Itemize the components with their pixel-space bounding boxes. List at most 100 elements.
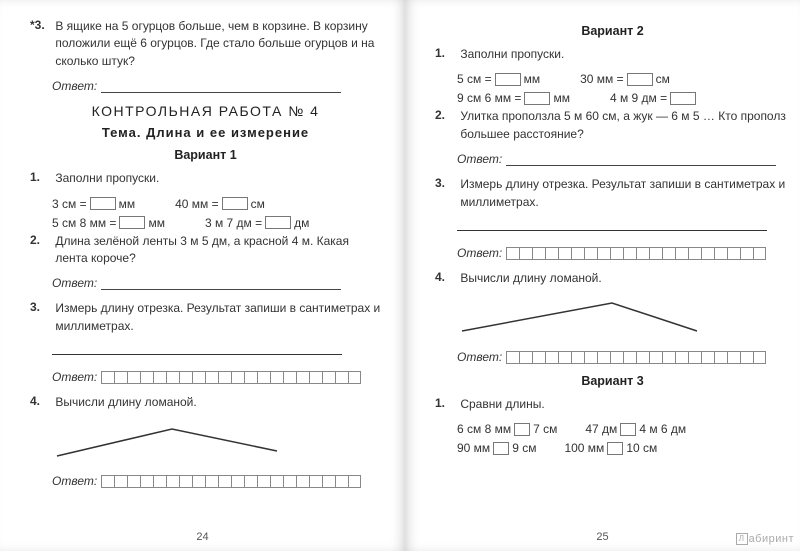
answer-box[interactable]	[222, 197, 248, 210]
grid-ruler[interactable]	[101, 475, 361, 488]
line-segment	[457, 230, 767, 231]
task-2: 2. Длина зелёной ленты 3 м 5 дм, а красн…	[30, 233, 381, 268]
task-text: Вычисли длину ломаной.	[55, 394, 380, 411]
broken-line-diagram	[52, 421, 381, 468]
grid-ruler[interactable]	[101, 371, 361, 384]
task-1: 1. Заполни пропуски.	[30, 170, 381, 187]
broken-line-diagram	[457, 297, 790, 344]
fill-cell: 40 мм =см	[175, 197, 265, 211]
answer-row: Ответ:	[52, 79, 381, 93]
page-right: Вариант 2 1. Заполни пропуски. 5 см =мм …	[405, 0, 800, 551]
compare-cell: 6 см 8 мм7 см	[457, 422, 557, 436]
task-number: 4.	[30, 394, 52, 408]
task-number: *3.	[30, 18, 52, 32]
answer-blank-line[interactable]	[101, 83, 341, 93]
answer-label: Ответ:	[457, 350, 502, 364]
page-number: 24	[196, 531, 208, 543]
grid-ruler[interactable]	[506, 351, 766, 364]
variant-heading: Вариант 1	[30, 148, 381, 162]
fill-cell: 3 м 7 дм =дм	[205, 216, 309, 230]
fill-cell: 4 м 9 дм =	[610, 91, 699, 105]
variant-heading: Вариант 2	[435, 24, 790, 38]
answer-box[interactable]	[265, 216, 291, 229]
task-number: 4.	[435, 270, 457, 284]
answer-box[interactable]	[90, 197, 116, 210]
compare-cell: 47 дм4 м 6 дм	[585, 422, 686, 436]
compare-cell: 90 мм9 см	[457, 441, 536, 455]
answer-row: Ответ:	[457, 246, 790, 260]
task-2: 2. Улитка проползла 5 м 60 см, а жук — 6…	[435, 108, 790, 143]
task-3: 3. Измерь длину отрезка. Результат запиш…	[435, 176, 790, 211]
answer-box[interactable]	[627, 73, 653, 86]
answer-label: Ответ:	[52, 370, 97, 384]
grid-ruler[interactable]	[506, 247, 766, 260]
task-1: 1. Заполни пропуски.	[435, 46, 790, 63]
task-text: Заполни пропуски.	[460, 46, 789, 63]
task-4: 4. Вычисли длину ломаной.	[435, 270, 790, 287]
answer-label: Ответ:	[52, 276, 97, 290]
task-number: 2.	[30, 233, 52, 247]
answer-row: Ответ:	[457, 350, 790, 364]
task-3: 3. Измерь длину отрезка. Результат запиш…	[30, 300, 381, 335]
task-number: 1.	[30, 170, 52, 184]
answer-row: Ответ:	[52, 276, 381, 290]
answer-row: Ответ:	[52, 370, 381, 384]
task-number: 1.	[435, 396, 457, 410]
page-left: *3. В ящике на 5 огурцов больше, чем в к…	[0, 0, 405, 551]
broken-line-svg	[457, 297, 717, 339]
answer-blank-line[interactable]	[506, 156, 776, 166]
task-text: Вычисли длину ломаной.	[460, 270, 789, 287]
compare-cell: 100 мм10 см	[564, 441, 657, 455]
compare-box[interactable]	[514, 423, 530, 436]
broken-line-svg	[52, 421, 302, 463]
compare-row: 90 мм9 см 100 мм10 см	[457, 441, 790, 455]
fill-blanks-row: 5 см =мм 30 мм =см	[457, 72, 790, 86]
segment-diagram	[52, 344, 381, 364]
fill-blanks-row: 3 см =мм 40 мм =см	[52, 197, 381, 211]
watermark-icon: Л	[736, 533, 748, 545]
fill-blanks-row: 5 см 8 мм =мм 3 м 7 дм =дм	[52, 216, 381, 230]
answer-box[interactable]	[495, 73, 521, 86]
answer-label: Ответ:	[52, 79, 97, 93]
variant-heading: Вариант 3	[435, 374, 790, 388]
fill-cell: 9 см 6 мм =мм	[457, 91, 570, 105]
task-text: Измерь длину отрезка. Результат запиши в…	[55, 300, 380, 335]
answer-box[interactable]	[524, 92, 550, 105]
fill-cell: 5 см 8 мм =мм	[52, 216, 165, 230]
answer-row: Ответ:	[52, 474, 381, 488]
watermark: Лабиринт	[736, 533, 794, 545]
task-text: Длина зелёной ленты 3 м 5 дм, а красной …	[55, 233, 380, 268]
fill-cell: 5 см =мм	[457, 72, 540, 86]
task-text: Сравни длины.	[460, 396, 789, 413]
compare-box[interactable]	[620, 423, 636, 436]
task-text: В ящике на 5 огурцов больше, чем в корзи…	[55, 18, 380, 70]
segment-diagram	[457, 220, 790, 240]
task-number: 2.	[435, 108, 457, 122]
fill-cell: 30 мм =см	[580, 72, 670, 86]
task-text: Измерь длину отрезка. Результат запиши в…	[460, 176, 789, 211]
line-segment	[52, 354, 342, 355]
answer-label: Ответ:	[457, 246, 502, 260]
answer-box[interactable]	[119, 216, 145, 229]
task-number: 1.	[435, 46, 457, 60]
answer-label: Ответ:	[457, 152, 502, 166]
answer-label: Ответ:	[52, 474, 97, 488]
task-4: 4. Вычисли длину ломаной.	[30, 394, 381, 411]
v3-task-1: 1. Сравни длины.	[435, 396, 790, 413]
answer-row: Ответ:	[457, 152, 790, 166]
fill-cell: 3 см =мм	[52, 197, 135, 211]
compare-row: 6 см 8 мм7 см 47 дм4 м 6 дм	[457, 422, 790, 436]
answer-blank-line[interactable]	[101, 280, 341, 290]
compare-box[interactable]	[493, 442, 509, 455]
task-number: 3.	[30, 300, 52, 314]
task-text: Улитка проползла 5 м 60 см, а жук — 6 м …	[460, 108, 789, 143]
book-spread: *3. В ящике на 5 огурцов больше, чем в к…	[0, 0, 800, 551]
task-number: 3.	[435, 176, 457, 190]
task-text: Заполни пропуски.	[55, 170, 380, 187]
compare-box[interactable]	[607, 442, 623, 455]
worksheet-title: КОНТРОЛЬНАЯ РАБОТА № 4	[30, 103, 381, 119]
fill-blanks-row: 9 см 6 мм =мм 4 м 9 дм =	[457, 91, 790, 105]
answer-box[interactable]	[670, 92, 696, 105]
worksheet-theme: Тема. Длина и ее измерение	[30, 125, 381, 140]
task-star3: *3. В ящике на 5 огурцов больше, чем в к…	[30, 18, 381, 70]
